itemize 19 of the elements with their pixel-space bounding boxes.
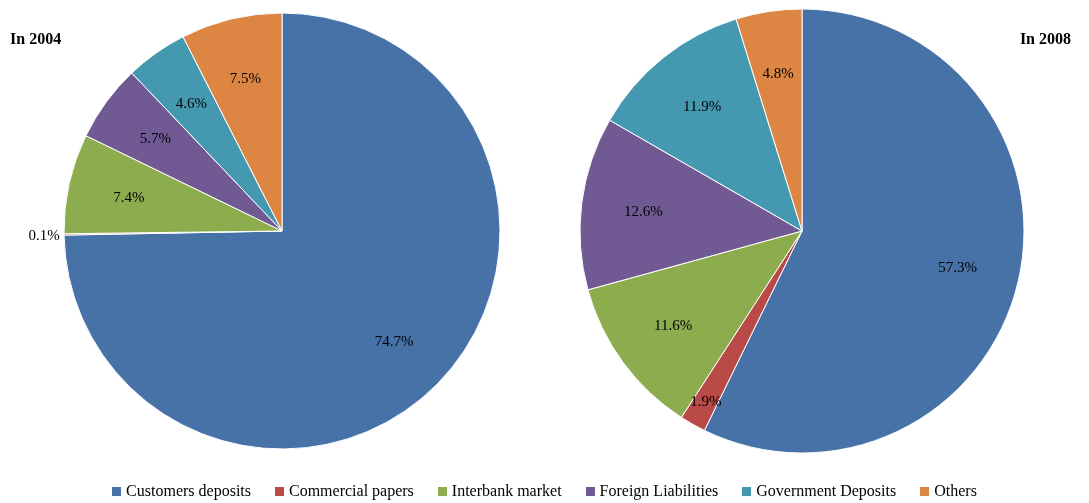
- data-label: 74.7%: [374, 332, 414, 349]
- legend-label: Others: [934, 482, 977, 500]
- data-label: 7.5%: [229, 70, 261, 87]
- data-label: 0.1%: [28, 226, 60, 243]
- legend-label: Interbank market: [451, 482, 562, 500]
- data-label: 12.6%: [624, 202, 663, 219]
- data-label: 5.7%: [139, 130, 171, 147]
- legend-label: Customers deposits: [126, 482, 251, 500]
- data-label: 4.6%: [175, 94, 207, 111]
- slice-label: In 2004: [10, 30, 62, 48]
- slice-label: In 2008: [1019, 30, 1071, 48]
- legend-label: Commercial papers: [289, 482, 414, 500]
- data-label: 4.8%: [762, 64, 794, 81]
- data-label: 11.6%: [653, 317, 693, 334]
- data-label: 57.3%: [938, 259, 978, 276]
- legend-label: Government Deposits: [756, 482, 897, 500]
- data-label: 11.9%: [683, 98, 722, 115]
- legend-label: Foreign Liabilities: [599, 482, 719, 500]
- data-label: 7.4%: [113, 188, 145, 205]
